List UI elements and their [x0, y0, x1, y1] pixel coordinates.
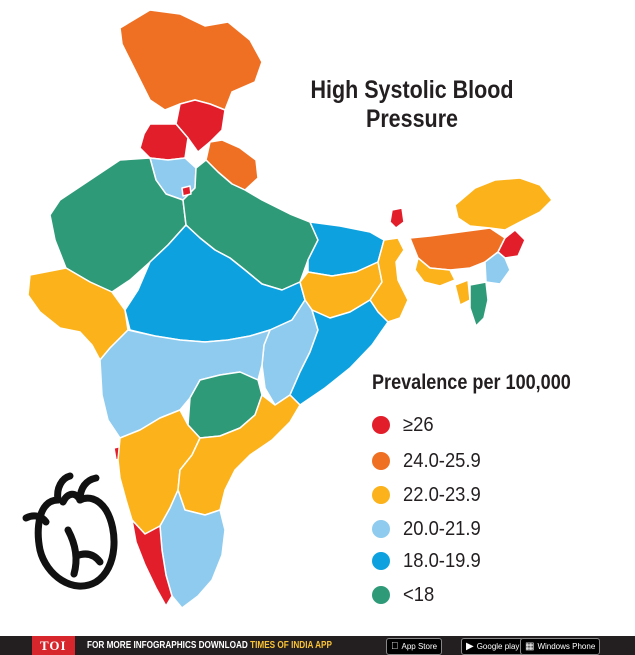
india-map [27, 9, 553, 609]
legend-label-24-25: 24.0-25.9 [403, 449, 481, 472]
google-play-badge[interactable]: ▶ Google play [461, 638, 525, 655]
legend-item-22-23: 22.0-23.9 [372, 480, 488, 510]
region-sikkim [389, 207, 405, 229]
title-line-1: High Systolic Blood [310, 76, 514, 104]
region-tripura [454, 279, 471, 306]
title-line-2: Pressure [365, 105, 459, 133]
region-west-bengal [369, 237, 409, 323]
legend-swatch-lt18 [372, 586, 390, 604]
legend-item-ge26: ≥26 [372, 410, 436, 440]
footer-promo: FOR MORE INFOGRAPHICS DOWNLOAD TIMES OF … [87, 640, 332, 651]
region-jammu-kashmir [119, 9, 263, 111]
region-meghalaya [414, 257, 456, 287]
footer-app-name[interactable]: TIMES OF INDIA APP [249, 640, 332, 651]
apple-icon:  [391, 641, 399, 652]
legend-item-20-21: 20.0-21.9 [372, 514, 488, 544]
windows-phone-label: Windows Phone [537, 642, 596, 651]
legend-swatch-20-21 [372, 520, 390, 538]
region-kerala [131, 519, 173, 607]
legend-title: Prevalence per 100,000 [372, 371, 571, 394]
region-odisha [289, 299, 389, 406]
region-arunachal-pradesh [454, 177, 553, 231]
app-store-badge[interactable]:  App Store [386, 638, 443, 655]
legend-swatch-22-23 [372, 486, 390, 504]
legend-label-22-23: 22.0-23.9 [403, 483, 481, 506]
region-punjab [139, 123, 189, 161]
google-play-icon: ▶ [466, 641, 474, 652]
legend-label-lt18: <18 [403, 583, 435, 606]
region-mizoram [469, 281, 489, 327]
footer-promo-text: FOR MORE INFOGRAPHICS DOWNLOAD [86, 640, 248, 651]
windows-icon: ▦ [525, 641, 535, 652]
heart-icon [22, 472, 118, 590]
legend-swatch-24-25 [372, 452, 390, 470]
map-title: High Systolic Blood Pressure [283, 76, 541, 134]
app-store-label: App Store [394, 642, 438, 651]
windows-phone-badge[interactable]: ▦ Windows Phone [520, 638, 601, 655]
toi-logo[interactable]: TOI [32, 636, 75, 655]
legend-item-lt18: <18 [372, 580, 437, 610]
legend-label-18-19: 18.0-19.9 [403, 549, 481, 572]
legend-label-20-21: 20.0-21.9 [403, 517, 481, 540]
legend-item-24-25: 24.0-25.9 [372, 446, 488, 476]
region-nagaland [497, 229, 526, 259]
region-delhi [181, 185, 192, 197]
legend-item-18-19: 18.0-19.9 [372, 546, 488, 576]
google-play-label: Google play [476, 642, 520, 651]
legend-swatch-18-19 [372, 552, 390, 570]
legend-swatch-ge26 [372, 416, 390, 434]
legend-label-ge26: ≥26 [403, 413, 434, 436]
